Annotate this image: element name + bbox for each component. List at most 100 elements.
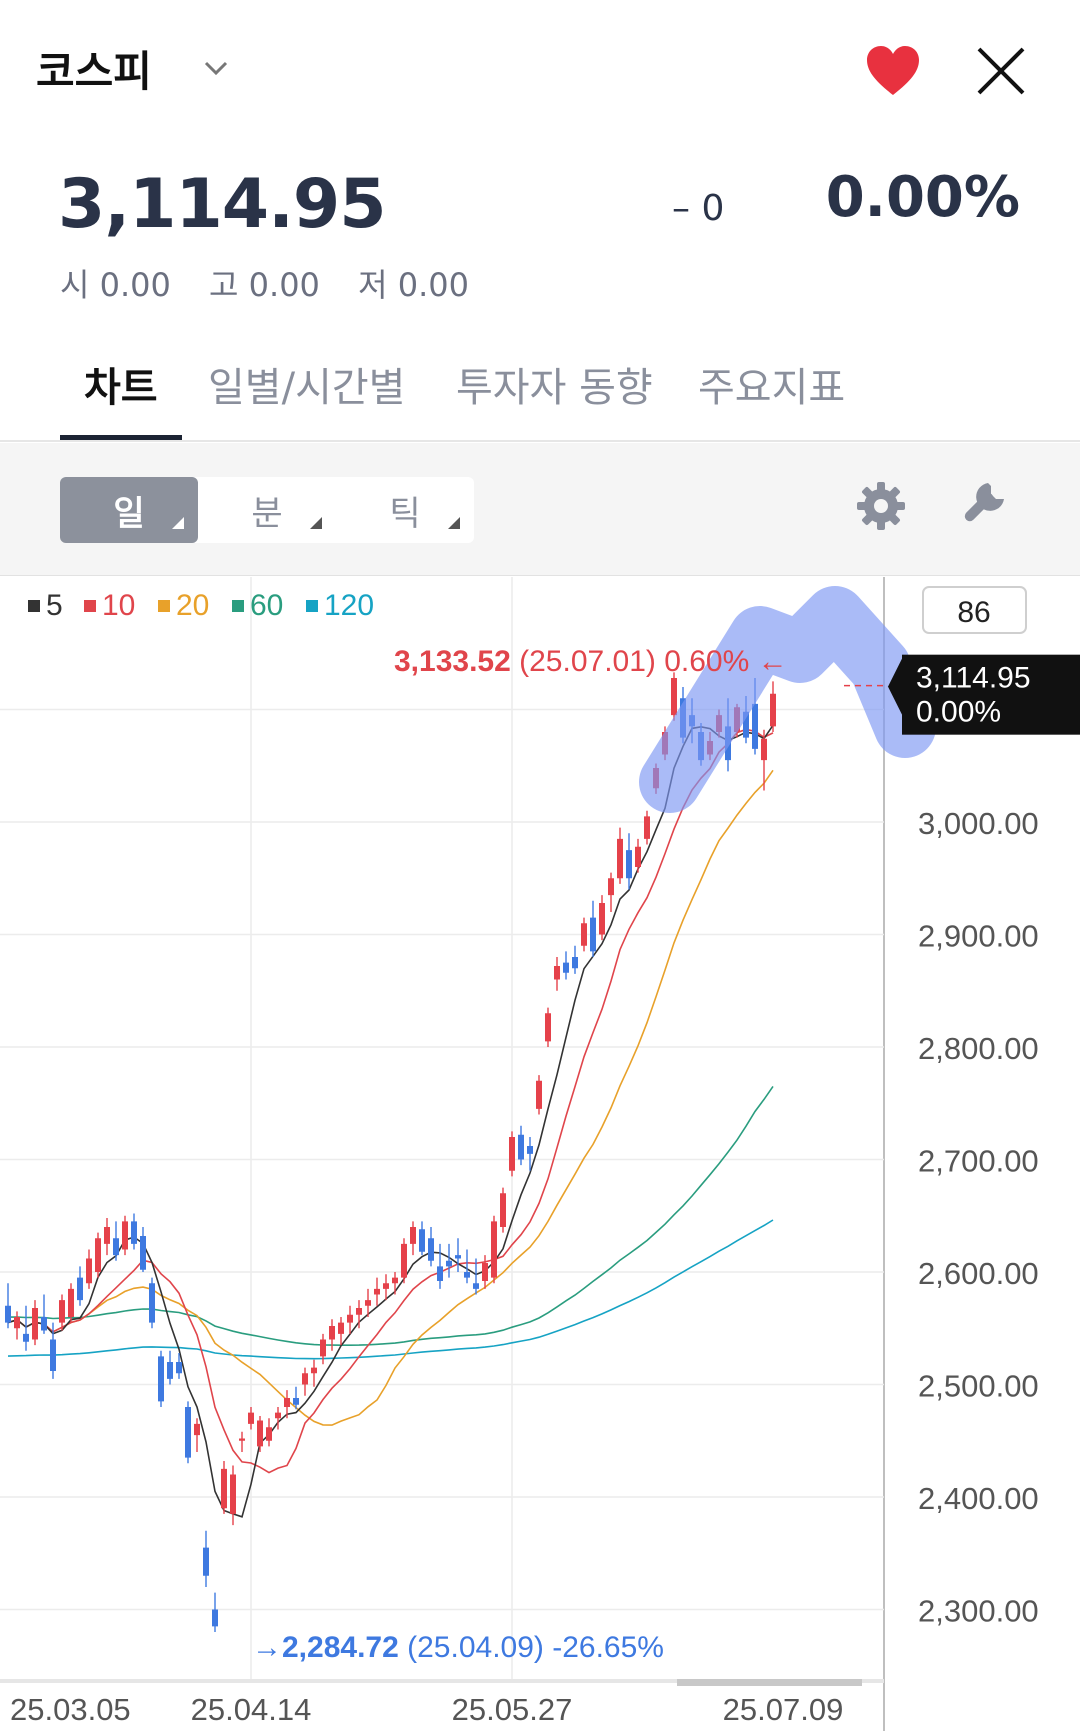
candle-body — [95, 1238, 101, 1272]
chart-area[interactable]: 3,000.00 2,900.00 2,800.00 2,700.00 2,600.00… — [0, 577, 1080, 1731]
legend-label: 20 — [176, 589, 209, 622]
scroll-thumb — [677, 1679, 862, 1686]
candle-body — [311, 1367, 317, 1374]
current-price-pct: 0.00% — [916, 696, 1001, 729]
legend-swatch — [28, 600, 40, 612]
period-selector: 일 분 틱 — [60, 477, 474, 543]
candle-body — [626, 850, 632, 879]
legend-swatch — [158, 600, 170, 612]
period-tick-button[interactable]: 틱 — [336, 477, 474, 543]
corner-triangle-icon — [448, 517, 460, 529]
candle-body — [320, 1339, 326, 1357]
candle-body — [671, 678, 677, 716]
candle-body — [203, 1547, 209, 1576]
legend-label: 120 — [324, 589, 374, 622]
price-change-percent: 0.00% — [825, 165, 1020, 230]
candle-body — [743, 711, 749, 738]
candle-body — [554, 966, 560, 980]
heart-icon[interactable] — [865, 45, 921, 97]
low-annotation: →2,284.72 (25.04.09) -26.65% — [252, 1631, 664, 1664]
gear-icon[interactable] — [855, 480, 907, 532]
candlestick-chart[interactable]: 3,000.00 2,900.00 2,800.00 2,700.00 2,600.00… — [0, 577, 1080, 1731]
price-change: – 0 — [672, 188, 725, 229]
candle-body — [158, 1356, 164, 1402]
candle-body — [68, 1288, 74, 1317]
y-tick-label: 3,000.00 — [918, 806, 1039, 841]
legend-swatch — [232, 600, 244, 612]
candle-body — [239, 1438, 245, 1441]
current-price: 3,114.95 — [58, 165, 387, 244]
candle-body — [374, 1288, 380, 1295]
candle-body — [347, 1314, 353, 1323]
period-minute-label: 분 — [251, 493, 283, 534]
y-tick-label: 2,400.00 — [918, 1481, 1039, 1516]
candle-body — [284, 1398, 290, 1407]
candle-body — [410, 1227, 416, 1244]
candle-body — [473, 1283, 479, 1289]
x-tick-label: 25.05.27 — [452, 1692, 573, 1727]
legend-label: 10 — [102, 589, 135, 622]
candle-body — [41, 1317, 47, 1331]
wrench-icon[interactable] — [955, 480, 1007, 532]
candle-body — [383, 1283, 389, 1289]
candle-body — [113, 1238, 119, 1256]
candle-body — [545, 1013, 551, 1042]
current-price-box — [902, 654, 1080, 735]
candle-body — [59, 1300, 65, 1323]
candle-body — [185, 1407, 191, 1458]
candle-body — [149, 1283, 155, 1323]
candle-body — [5, 1305, 11, 1323]
page-title[interactable]: 코스피 — [36, 47, 152, 96]
candle-body — [248, 1412, 254, 1424]
y-tick-label: 2,300.00 — [918, 1594, 1039, 1629]
y-tick-label: 2,900.00 — [918, 919, 1039, 954]
candle-body — [50, 1339, 56, 1371]
chart-background — [0, 577, 1080, 1731]
close-icon[interactable] — [975, 45, 1027, 97]
corner-triangle-icon — [172, 517, 184, 529]
candle-body — [608, 878, 614, 896]
candle-body — [194, 1423, 200, 1436]
period-day-label: 일 — [113, 493, 145, 534]
candle-body — [86, 1258, 92, 1284]
count-label: 86 — [957, 596, 990, 629]
candle-body — [329, 1326, 335, 1340]
tab-daily-hourly[interactable]: 일별/시간별 — [208, 365, 406, 411]
candle-body — [167, 1362, 173, 1379]
low-value: 저 0.00 — [358, 266, 469, 304]
candle-body — [338, 1322, 344, 1334]
tab-key-indicators[interactable]: 주요지표 — [698, 365, 846, 411]
current-price-pointer — [888, 654, 904, 719]
x-axis-bar — [0, 1679, 884, 1683]
chevron-down-icon[interactable] — [200, 52, 232, 84]
candle-body — [518, 1134, 524, 1160]
candle-body — [500, 1193, 506, 1227]
candle-body — [536, 1080, 542, 1109]
candle-body — [392, 1277, 398, 1284]
candle-body — [230, 1474, 236, 1514]
candle-body — [527, 1146, 533, 1154]
candle-body — [590, 917, 596, 952]
candle-body — [761, 738, 767, 761]
x-tick-label: 25.07.09 — [723, 1692, 844, 1727]
candle-body — [140, 1236, 146, 1270]
candle-body — [14, 1317, 20, 1329]
tab-chart[interactable]: 차트 — [84, 365, 158, 411]
candle-body — [221, 1468, 227, 1509]
candle-body — [356, 1308, 362, 1315]
candle-body — [32, 1308, 38, 1340]
period-minute-button[interactable]: 분 — [198, 477, 336, 543]
tab-investor-trend[interactable]: 투자자 동향 — [456, 365, 653, 411]
candle-body — [401, 1243, 407, 1278]
legend-swatch — [306, 600, 318, 612]
candle-body — [482, 1263, 488, 1281]
x-tick-label: 25.04.14 — [191, 1692, 312, 1727]
legend-swatch — [84, 600, 96, 612]
candle-body — [464, 1272, 470, 1278]
ma-60-line — [8, 1085, 774, 1346]
chart-toolbar: 일 분 틱 — [0, 443, 1080, 576]
candle-body — [23, 1333, 29, 1342]
period-day-button[interactable]: 일 — [60, 477, 198, 543]
current-price-value: 3,114.95 — [916, 662, 1031, 695]
candle-body — [275, 1412, 281, 1419]
